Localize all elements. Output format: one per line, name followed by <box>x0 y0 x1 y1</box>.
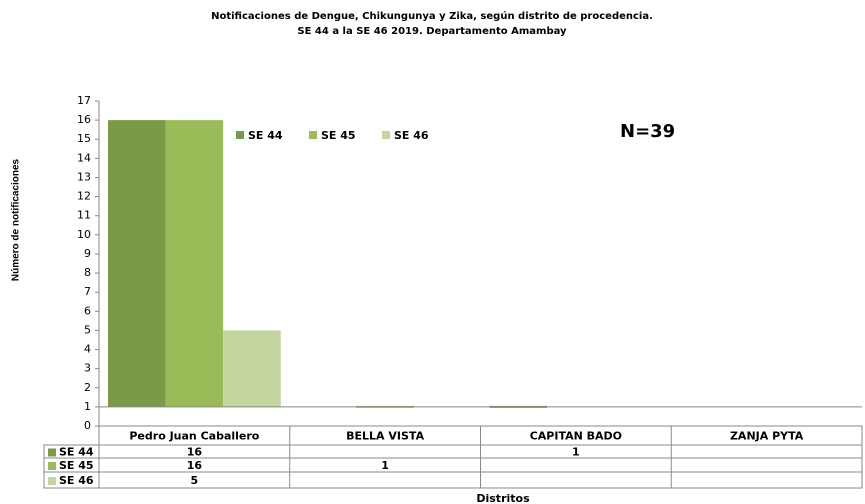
y-tick-label: 3 <box>84 362 91 375</box>
x-tick-label: BELLA VISTA <box>346 430 424 443</box>
bar <box>165 120 224 407</box>
legend-swatch <box>48 448 56 457</box>
chart-title: Notificaciones de Dengue, Chikungunya y … <box>211 10 653 22</box>
x-tick-label: ZANJA PYTA <box>730 430 804 443</box>
y-tick-label: 11 <box>77 209 91 222</box>
y-tick-label: 1 <box>84 400 91 413</box>
x-axis-title: Distritos <box>476 492 530 504</box>
y-tick-label: 8 <box>84 266 91 279</box>
y-axis-title: Número de notificaciones <box>11 158 22 281</box>
y-tick-label: 16 <box>77 113 91 126</box>
y-tick-label: 9 <box>84 247 91 260</box>
y-tick-label: 10 <box>77 228 91 241</box>
legend-label: SE 45 <box>321 129 356 142</box>
x-tick-label: Pedro Juan Caballero <box>129 430 259 443</box>
annotation: N=39 <box>620 121 675 142</box>
legend-swatch <box>48 477 56 485</box>
y-tick-label: 2 <box>84 381 91 394</box>
table-cell: 16 <box>187 459 203 472</box>
y-tick-label: 12 <box>77 190 91 203</box>
table-cell: 1 <box>572 446 580 459</box>
y-tick-label: 4 <box>84 343 91 356</box>
legend-label: SE 44 <box>248 129 283 142</box>
legend-swatch <box>309 131 317 139</box>
y-tick-label: 15 <box>77 132 91 145</box>
table-row-label: SE 44 <box>59 446 94 459</box>
legend-swatch <box>48 462 56 470</box>
legend-swatch <box>382 131 390 139</box>
y-tick-label: 7 <box>84 285 91 298</box>
table-cell: 5 <box>191 474 199 487</box>
x-tick-label: CAPITAN BADO <box>530 430 622 443</box>
table-cell: 16 <box>187 446 203 459</box>
table-border <box>43 444 863 489</box>
y-tick-label: 6 <box>84 304 91 317</box>
y-tick-label: 0 <box>84 419 91 432</box>
bar <box>108 120 166 407</box>
chart-subtitle: SE 44 a la SE 46 2019. Departamento Amam… <box>297 26 567 37</box>
y-tick-label: 14 <box>77 151 91 164</box>
legend-swatch <box>236 131 244 139</box>
bar <box>223 330 281 407</box>
y-tick-label: 5 <box>84 323 91 336</box>
legend-label: SE 46 <box>394 129 429 142</box>
table-row-label: SE 45 <box>59 459 94 472</box>
y-tick-label: 13 <box>77 170 91 183</box>
table-cell: 1 <box>381 459 389 472</box>
y-tick-label: 17 <box>77 94 91 107</box>
table-row-label: SE 46 <box>59 474 94 487</box>
